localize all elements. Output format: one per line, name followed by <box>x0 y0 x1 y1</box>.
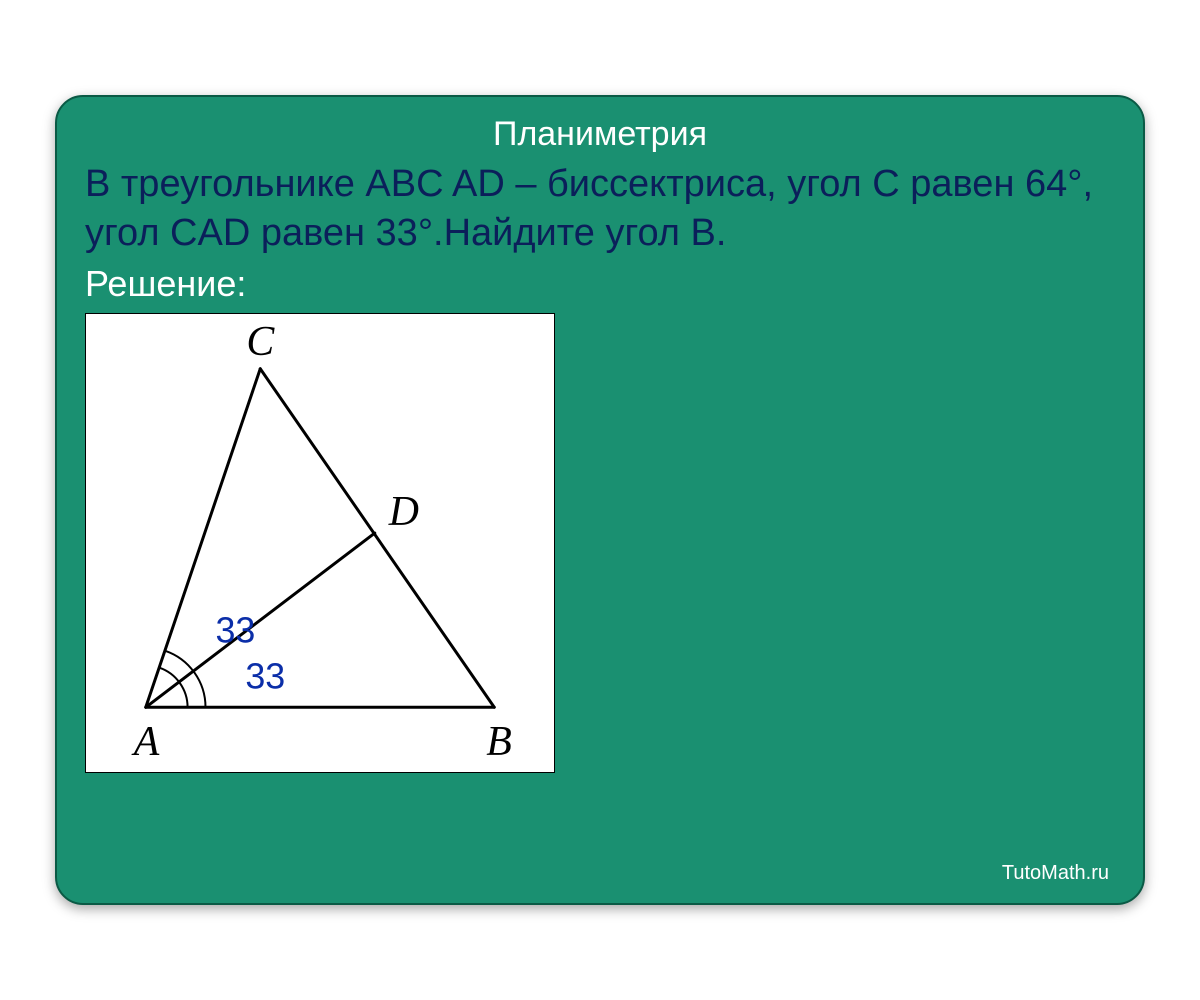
svg-text:A: A <box>131 719 160 765</box>
svg-text:33: 33 <box>245 657 285 697</box>
svg-text:C: C <box>246 319 275 365</box>
svg-text:B: B <box>486 719 512 765</box>
problem-statement: В треугольнике ABC AD – биссектриса, уго… <box>85 160 1115 257</box>
slide-title: Планиметрия <box>85 115 1115 154</box>
figure-svg: 3333 ABCD <box>86 314 554 772</box>
svg-text:33: 33 <box>215 611 255 651</box>
figure-angle-labels: 3333 <box>215 611 285 697</box>
figure-vertex-labels: A B C D <box>131 319 512 765</box>
watermark: TutoMath.ru <box>1002 862 1109 885</box>
figure-angle-arcs <box>159 651 205 707</box>
slide-card: Планиметрия В треугольнике ABC AD – бисс… <box>55 95 1145 905</box>
geometry-figure: 3333 ABCD <box>85 313 555 773</box>
svg-text:D: D <box>388 489 419 535</box>
figure-segments <box>146 369 494 708</box>
solution-label: Решение: <box>85 263 1115 305</box>
